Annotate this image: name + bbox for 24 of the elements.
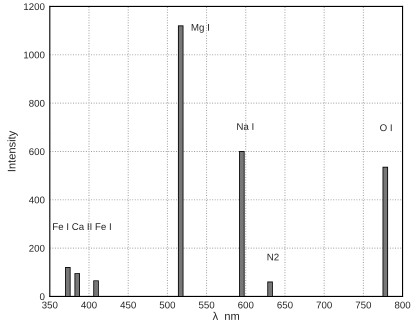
annotation: O I <box>380 124 392 132</box>
x-tick-label: 700 <box>316 302 332 308</box>
x-tick-label: 650 <box>277 302 293 308</box>
annotation: Mg I <box>192 24 209 33</box>
x-tick-label: 750 <box>356 302 372 308</box>
y-tick-label: 600 <box>29 148 45 156</box>
y-axis-title: Intensity <box>7 130 18 172</box>
x-tick-label: 450 <box>120 302 136 308</box>
y-tick-label: 800 <box>29 100 45 107</box>
y-tick-label: 1000 <box>24 52 45 58</box>
annotation: N2 <box>268 254 279 260</box>
y-tick-label: 200 <box>29 244 45 252</box>
x-tick-label: 800 <box>394 302 410 308</box>
y-tick-label: 400 <box>28 196 45 204</box>
x-tick-label: 350 <box>42 302 58 308</box>
annotation: Na I <box>237 123 254 130</box>
y-tick-label: 0 <box>40 293 45 300</box>
annotation: Fe I Ca II Fe I <box>53 223 111 230</box>
y-tick-label: 1200 <box>24 3 45 10</box>
x-tick-label: 500 <box>160 302 176 308</box>
x-tick-label: 400 <box>81 302 97 308</box>
x-tick-label: 600 <box>238 302 254 308</box>
x-tick-label: 550 <box>198 302 214 308</box>
x-axis-title: λ nm <box>212 312 240 320</box>
